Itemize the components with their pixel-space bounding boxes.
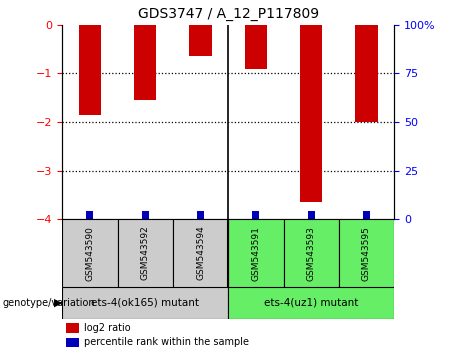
Bar (65, 338, 79, 347)
Text: GSM543592: GSM543592 (141, 226, 150, 280)
Text: GSM543590: GSM543590 (85, 225, 95, 281)
Bar (355, 25, 378, 122)
Bar (228, 287, 394, 319)
Bar (65, 324, 79, 333)
Text: ▶: ▶ (54, 298, 63, 308)
Bar (134, 25, 156, 100)
Bar (86, 211, 94, 219)
Text: genotype/variation: genotype/variation (2, 298, 95, 308)
Bar (62, 219, 118, 287)
Text: percentile rank within the sample: percentile rank within the sample (84, 337, 249, 348)
Bar (118, 219, 173, 287)
Bar (363, 211, 370, 219)
Text: ets-4(ok165) mutant: ets-4(ok165) mutant (91, 298, 199, 308)
Text: log2 ratio: log2 ratio (84, 323, 130, 333)
Text: GSM543595: GSM543595 (362, 225, 371, 281)
Text: GSM543594: GSM543594 (196, 226, 205, 280)
Bar (284, 219, 339, 287)
Bar (197, 211, 204, 219)
Text: GSM543593: GSM543593 (307, 225, 316, 281)
Bar (307, 211, 315, 219)
Bar (339, 219, 394, 287)
Bar (189, 25, 212, 56)
Bar (142, 211, 149, 219)
Bar (62, 287, 228, 319)
Bar (300, 25, 322, 202)
Text: ets-4(uz1) mutant: ets-4(uz1) mutant (264, 298, 358, 308)
Bar (79, 25, 101, 115)
Bar (252, 211, 260, 219)
Title: GDS3747 / A_12_P117809: GDS3747 / A_12_P117809 (138, 7, 319, 21)
Bar (228, 219, 284, 287)
Text: GSM543591: GSM543591 (251, 225, 260, 281)
Bar (173, 219, 228, 287)
Bar (245, 25, 267, 69)
